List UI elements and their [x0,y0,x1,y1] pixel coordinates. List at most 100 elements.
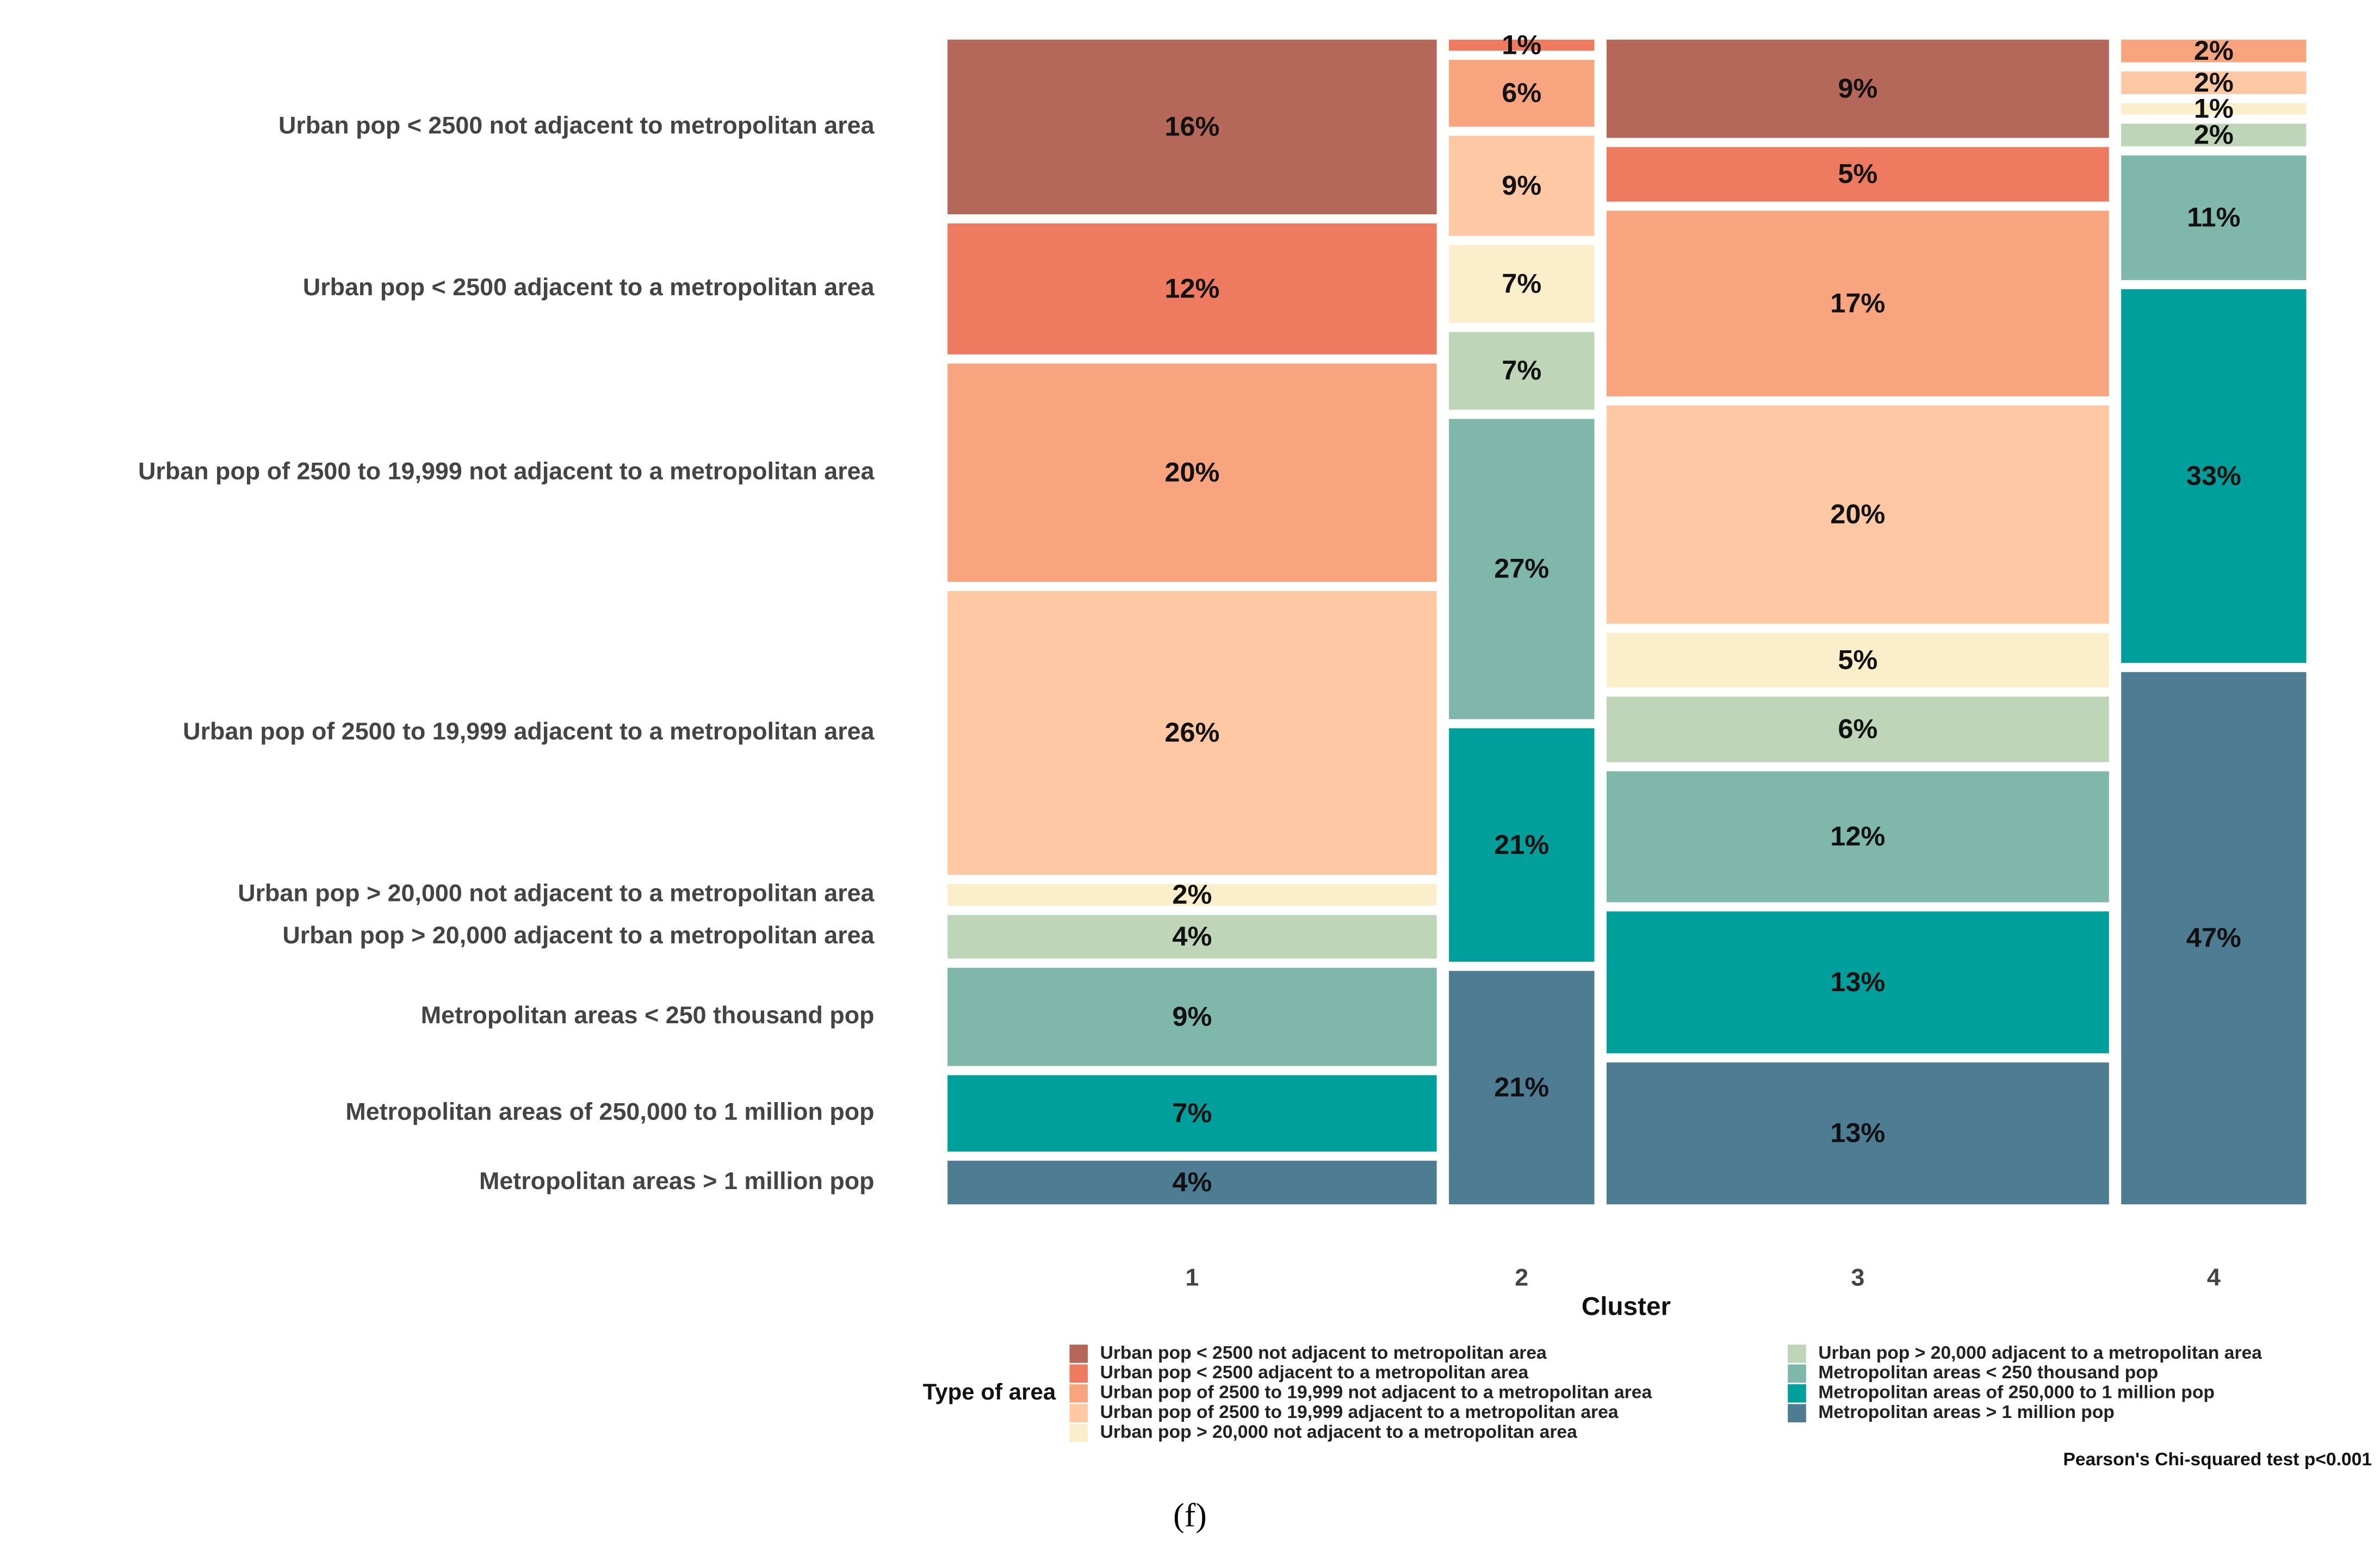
cell-label: 2% [2194,66,2234,97]
mosaic-cell [1606,911,2109,1054]
mosaic-cell [947,39,1437,215]
cell-label: 6% [1502,77,1541,108]
mosaic-cell [1449,60,1595,127]
panel-label: (f) [1173,1497,1207,1534]
y-tick-label: Urban pop of 2500 to 19,999 adjacent to … [183,717,875,745]
y-tick-label: Urban pop > 20,000 not adjacent to a met… [238,879,875,907]
mosaic-cell [2121,672,2307,1205]
mosaic-cell [1606,210,2109,396]
mosaic-cell [1606,1062,2109,1205]
mosaic-cell [1606,39,2109,138]
cell-label: 5% [1838,158,1877,189]
mosaic-cell [1449,419,1595,719]
y-tick-label: Urban pop of 2500 to 19,999 not adjacent… [138,457,875,484]
cell-label: 4% [1172,1166,1212,1197]
legend-label: Urban pop < 2500 not adjacent to metropo… [1100,1343,1547,1363]
legend-swatch [1788,1345,1806,1363]
legend-label: Urban pop of 2500 to 19,999 not adjacent… [1100,1383,1652,1403]
x-tick-label: 3 [1851,1263,1864,1291]
cell-label: 7% [1502,268,1541,298]
cell-label: 7% [1172,1097,1212,1128]
mosaic-cell [947,915,1437,959]
cell-label: 9% [1838,72,1877,103]
y-tick-label: Urban pop > 20,000 adjacent to a metropo… [282,921,875,949]
cell-label: 17% [1830,287,1885,318]
legend-swatch [1788,1384,1806,1403]
legend-swatch [1788,1364,1806,1383]
caption: Pearson's Chi-squared test p<0.001 [2063,1450,2372,1470]
cell-label: 4% [1172,920,1212,951]
cell-label: 26% [1164,717,1219,748]
mosaic-cell [947,967,1437,1066]
mosaic-cell [2121,123,2307,147]
mosaic-cell [947,223,1437,354]
cell-label: 16% [1164,111,1219,142]
legend-swatch [1069,1345,1088,1363]
cell-label: 21% [1494,1072,1549,1103]
y-tick-label: Metropolitan areas of 250,000 to 1 milli… [345,1098,874,1125]
x-tick-label: 2 [1515,1263,1528,1291]
mosaic-cell [2121,71,2307,95]
mosaic-cell [947,1160,1437,1205]
cell-label: 12% [1830,820,1885,851]
legend-label: Urban pop < 2500 adjacent to a metropoli… [1100,1363,1529,1383]
y-tick-label: Metropolitan areas > 1 million pop [479,1167,875,1195]
x-axis-title: Cluster [1582,1292,1671,1321]
mosaic-cell [947,591,1437,875]
mosaic-cell [1606,771,2109,903]
legend-swatch [1788,1404,1806,1423]
mosaic-cell [1606,696,2109,762]
cell-label: 33% [2186,460,2241,491]
mosaic-cell [1449,332,1595,410]
y-tick-label: Metropolitan areas < 250 thousand pop [421,1001,875,1029]
cell-label: 20% [1164,457,1219,488]
cell-label: 13% [1830,966,1885,997]
cell-label: 27% [1494,553,1549,584]
x-tick-label: 4 [2207,1263,2221,1291]
cell-label: 47% [2186,922,2241,953]
mosaic-cell [1449,135,1595,236]
mosaic-cell [1449,971,1595,1205]
cell-label: 20% [1830,499,1885,530]
cell-label: 13% [1830,1117,1885,1148]
cell-label: 6% [1838,713,1877,744]
legend-swatch [1069,1423,1088,1442]
x-tick-label: 1 [1185,1263,1199,1291]
mosaic-cell [2121,39,2307,63]
mosaic-cell [2121,156,2307,281]
cell-label: 2% [2194,119,2234,150]
cell-label: 5% [1838,644,1877,675]
legend-swatch [1069,1364,1088,1383]
cell-label: 12% [1164,273,1219,304]
y-tick-label: Urban pop < 2500 adjacent to a metropoli… [303,273,875,301]
cell-label: 11% [2187,202,2240,233]
mosaic-cell [947,1075,1437,1152]
cell-label: 1% [2194,92,2234,123]
legend-label: Urban pop > 20,000 not adjacent to a met… [1100,1422,1578,1442]
cell-label: 9% [1172,1000,1212,1031]
cell-label: 1% [1502,29,1541,60]
mosaic-cell [1606,405,2109,624]
mosaic-cell [1449,728,1595,962]
legend-label: Metropolitan areas > 1 million pop [1818,1402,2115,1422]
cell-label: 7% [1502,354,1541,385]
mosaic-cell [1449,245,1595,323]
cell-label: 2% [2194,35,2234,66]
cell-label: 21% [1494,829,1549,860]
mosaic-cell [947,363,1437,582]
mosaic-cell [947,884,1437,906]
mosaic-cell [2121,103,2307,115]
mosaic-cell [2121,289,2307,663]
legend-label: Urban pop of 2500 to 19,999 adjacent to … [1100,1402,1619,1422]
cell-label: 9% [1502,170,1541,201]
legend-swatch [1069,1404,1088,1423]
legend-label: Metropolitan areas of 250,000 to 1 milli… [1818,1383,2215,1403]
y-tick-label: Urban pop < 2500 not adjacent to metropo… [278,111,875,139]
legend-label: Urban pop > 20,000 adjacent to a metropo… [1818,1343,2262,1363]
cell-label: 2% [1172,879,1212,910]
mosaic-cell [1449,39,1595,51]
legend-label: Metropolitan areas < 250 thousand pop [1818,1363,2158,1383]
mosaic-cell [1606,147,2109,202]
legend-swatch [1069,1384,1088,1403]
